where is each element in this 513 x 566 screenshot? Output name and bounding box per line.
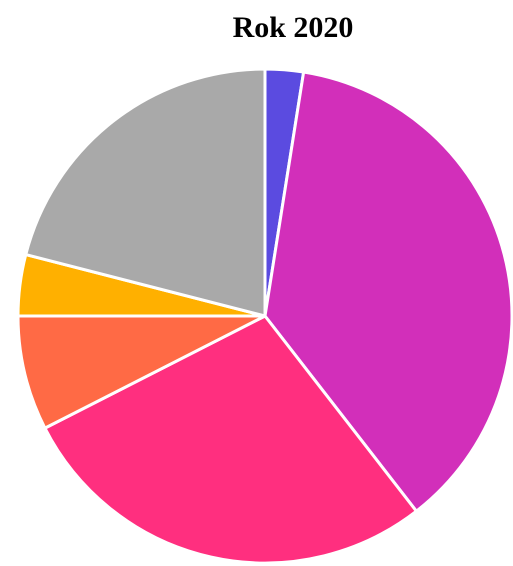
pie-slice — [16, 314, 267, 430]
pie-slice — [43, 314, 418, 565]
chart-title: Rok 2020 — [233, 11, 354, 44]
pie-slice — [24, 67, 267, 318]
pie-slice — [263, 70, 513, 513]
